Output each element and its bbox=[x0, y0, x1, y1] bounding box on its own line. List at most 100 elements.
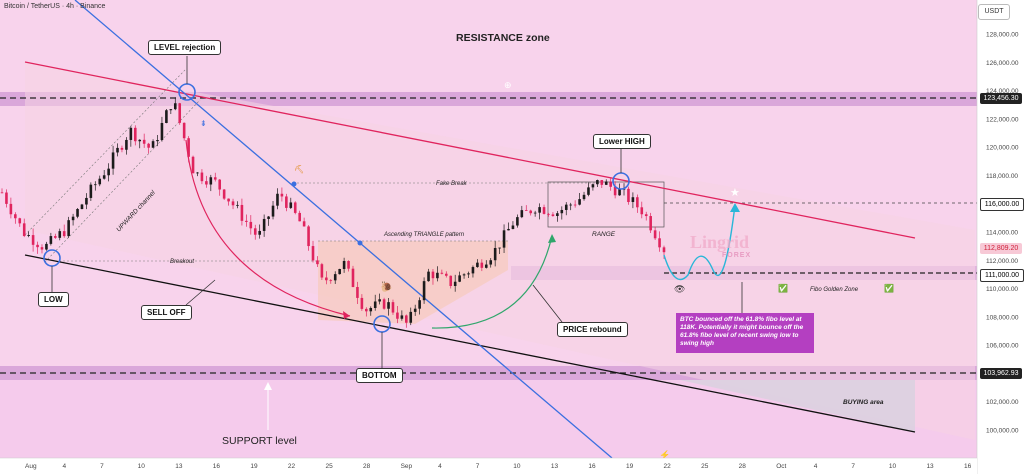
candle-body bbox=[258, 230, 261, 235]
candle-body bbox=[9, 203, 13, 215]
candle-body bbox=[338, 268, 341, 275]
candle-body bbox=[45, 243, 48, 250]
x-tick-label: Oct bbox=[776, 463, 786, 470]
sell-off-arrow-head bbox=[343, 311, 350, 319]
candle-body bbox=[160, 122, 164, 141]
y-tick-label: 102,000.00 bbox=[986, 399, 1019, 406]
candle-body bbox=[476, 262, 479, 268]
x-tick-label: 28 bbox=[739, 463, 747, 470]
x-tick-label: 28 bbox=[363, 463, 371, 470]
candle-body bbox=[604, 181, 608, 185]
price-tag: 111,000.00 bbox=[980, 268, 1024, 282]
candle-body bbox=[89, 184, 93, 198]
triangle-label: Ascending TRIANGLE pattern bbox=[383, 232, 465, 238]
candle-body bbox=[618, 188, 621, 196]
candle-body bbox=[613, 186, 617, 196]
candle-body bbox=[196, 172, 199, 174]
candle-body bbox=[636, 197, 639, 208]
candle-body bbox=[649, 216, 652, 231]
candle-body bbox=[600, 180, 604, 185]
candle-body bbox=[507, 228, 510, 231]
candle-body bbox=[569, 204, 572, 206]
watermark-sub: FOREX bbox=[722, 252, 752, 259]
candle-body bbox=[409, 311, 413, 323]
blue-trendline bbox=[74, 0, 613, 459]
price-tag: 116,000.00 bbox=[980, 198, 1024, 212]
callout-bottom: BOTTOM bbox=[356, 368, 403, 383]
callout-price-rebound: PRICE rebound bbox=[557, 322, 628, 337]
candle-body bbox=[129, 127, 133, 140]
candle-body bbox=[418, 300, 421, 309]
candle-body bbox=[422, 281, 426, 301]
y-tick-label: 108,000.00 bbox=[986, 314, 1019, 321]
candle-body bbox=[325, 277, 328, 281]
candle-body bbox=[40, 247, 44, 250]
candle-body bbox=[342, 260, 346, 269]
plus-circle-icon[interactable]: ⊕ bbox=[504, 80, 512, 90]
candle-body bbox=[67, 220, 70, 237]
candle-body bbox=[218, 179, 222, 190]
candle-body bbox=[116, 147, 119, 153]
y-tick-label: 120,000.00 bbox=[986, 145, 1019, 152]
price-tag: 123,456.30 bbox=[980, 92, 1022, 104]
candle-body bbox=[440, 272, 444, 274]
candle-body bbox=[311, 246, 315, 261]
y-axis-panel[interactable] bbox=[977, 0, 1024, 474]
x-tick-label: 4 bbox=[63, 463, 67, 470]
candle-body bbox=[165, 110, 168, 123]
candle-body bbox=[142, 139, 146, 144]
candle-body bbox=[542, 207, 546, 214]
candle-body bbox=[356, 286, 359, 298]
x-tick-label: Aug bbox=[25, 463, 37, 470]
check-icon-left: ✅ bbox=[778, 283, 788, 293]
candle-body bbox=[71, 216, 75, 221]
x-axis-panel[interactable] bbox=[0, 458, 977, 474]
x-tick-label: 16 bbox=[588, 463, 596, 470]
candle-body bbox=[387, 302, 390, 309]
candle-body bbox=[187, 138, 190, 157]
connector-sell-off bbox=[185, 279, 216, 306]
candle-body bbox=[280, 193, 284, 197]
x-tick-label: 19 bbox=[250, 463, 258, 470]
candle-body bbox=[271, 205, 275, 217]
x-tick-label: 25 bbox=[701, 463, 709, 470]
candle-body bbox=[205, 181, 208, 185]
candle-body bbox=[151, 141, 155, 148]
candle-body bbox=[85, 197, 88, 205]
y-tick-label: 110,000.00 bbox=[986, 286, 1018, 293]
x-tick-label: Sep bbox=[401, 463, 413, 470]
currency-button[interactable]: USDT bbox=[978, 4, 1010, 20]
candle-body bbox=[471, 267, 475, 274]
symbol-header[interactable]: Bitcoin / TetherUS · 4h · Binance bbox=[4, 3, 106, 10]
fake-break-label: Fake Break bbox=[436, 181, 468, 187]
candle-body bbox=[58, 231, 62, 238]
candle-body bbox=[462, 274, 466, 276]
candle-body bbox=[662, 247, 666, 253]
candle-body bbox=[169, 109, 173, 111]
candle-body bbox=[489, 260, 493, 265]
candle-body bbox=[382, 299, 386, 309]
candle-body bbox=[316, 260, 319, 265]
candle-body bbox=[556, 213, 559, 216]
resistance-trendline bbox=[24, 61, 916, 239]
candle-body bbox=[538, 207, 541, 213]
price-tag: 112,809.20 bbox=[980, 243, 1022, 255]
callout-lower-high: Lower HIGH bbox=[593, 134, 651, 149]
rebound-arrow-head bbox=[548, 234, 556, 243]
lightning-icon[interactable]: ⚡ bbox=[659, 449, 670, 461]
range-label: RANGE bbox=[592, 231, 616, 238]
connector-rebound bbox=[532, 284, 563, 323]
candle-body bbox=[369, 307, 373, 312]
candle-body bbox=[609, 181, 612, 187]
candle-body bbox=[120, 147, 124, 150]
sell-off-arrow bbox=[185, 139, 351, 317]
candle-body bbox=[493, 247, 497, 261]
fish-icon: ⇟ bbox=[200, 119, 207, 128]
candle-body bbox=[351, 268, 355, 287]
candle-body bbox=[391, 302, 395, 313]
candle-body bbox=[653, 230, 657, 239]
x-tick-label: 7 bbox=[851, 463, 855, 470]
fibo-zone-label: Fibo Golden Zone bbox=[810, 287, 859, 293]
candle-body bbox=[293, 202, 297, 213]
